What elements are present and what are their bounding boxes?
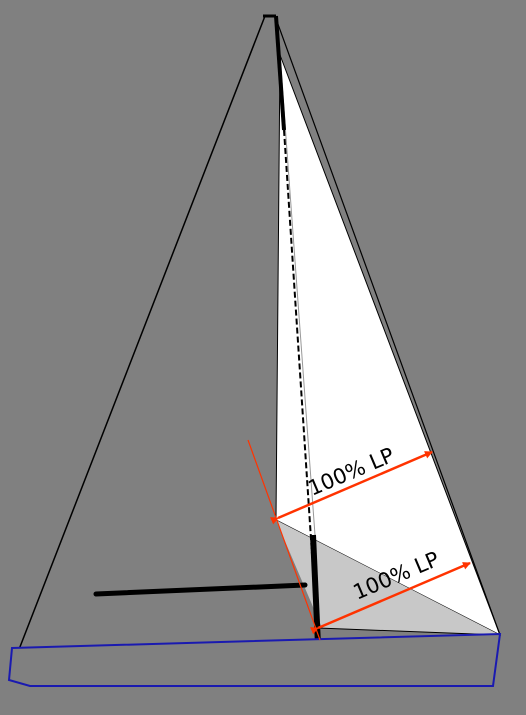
upper-lp-arrow <box>269 450 433 525</box>
hull <box>7 632 502 687</box>
lower-lp-arrow <box>309 561 471 635</box>
backstay-line <box>17 15 266 653</box>
forestay-line <box>274 15 501 636</box>
mast-lower <box>283 129 319 646</box>
boom <box>93 582 308 597</box>
lp-reference-line <box>247 439 321 641</box>
mast <box>274 15 286 131</box>
